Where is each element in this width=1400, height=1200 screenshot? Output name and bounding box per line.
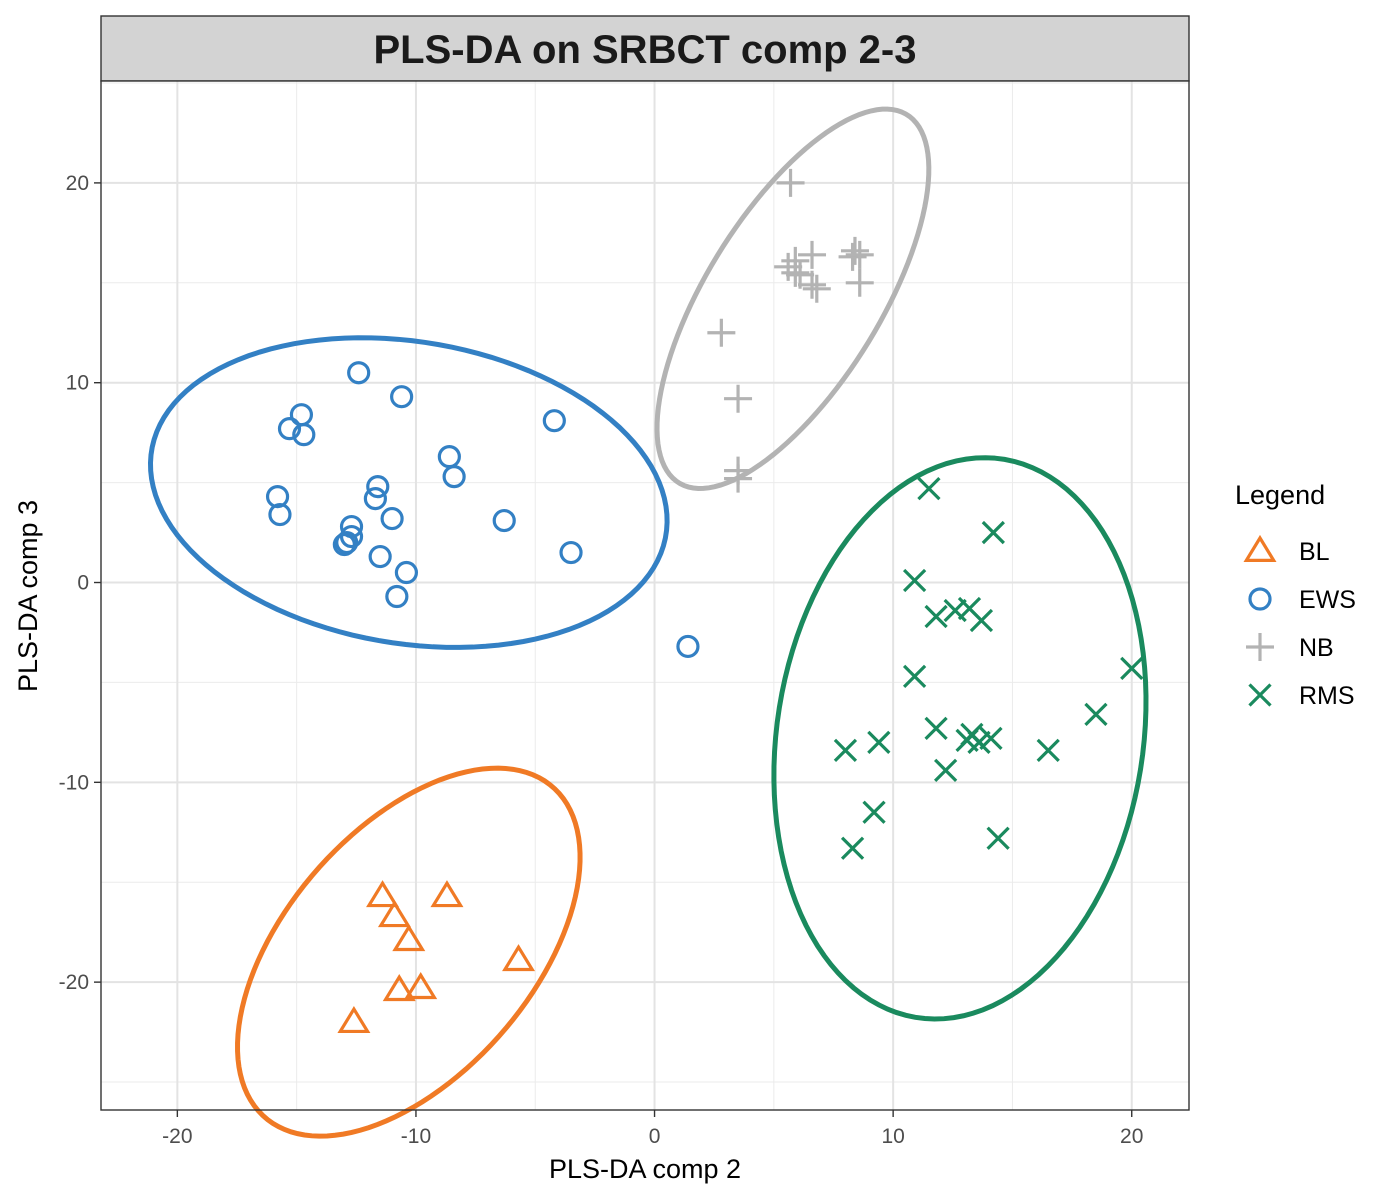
- point-bl: [404, 972, 438, 1000]
- legend: Legend BL EWS NB RMS: [1235, 480, 1356, 710]
- point-nb: [724, 384, 753, 413]
- point-nb: [776, 168, 805, 197]
- ellipse-nb: [654, 106, 932, 491]
- legend-label-rms: RMS: [1299, 682, 1355, 710]
- point-ews: [366, 475, 390, 499]
- point-nb: [845, 268, 874, 297]
- point-ews: [676, 634, 700, 659]
- legend-key-rms: [1248, 683, 1272, 707]
- point-ews: [380, 506, 404, 531]
- plot-panel: [101, 81, 1189, 1110]
- point-rms: [902, 568, 927, 593]
- point-ews: [385, 584, 409, 609]
- point-nb: [838, 242, 867, 271]
- legend-items: BL EWS NB RMS: [1243, 534, 1356, 710]
- point-rms: [1036, 738, 1060, 762]
- point-nb: [781, 258, 810, 287]
- point-rms: [981, 520, 1005, 545]
- point-bl: [337, 1006, 371, 1034]
- point-rms: [924, 716, 948, 741]
- point-rms: [833, 738, 858, 762]
- legend-label-bl: BL: [1299, 538, 1330, 566]
- y-tick-label: 10: [66, 372, 89, 395]
- point-ews: [442, 465, 466, 489]
- y-tick-label: -10: [59, 771, 89, 794]
- point-rms: [1120, 656, 1144, 681]
- chart-title: PLS-DA on SRBCT comp 2-3: [374, 28, 917, 72]
- point-nb: [845, 240, 874, 269]
- x-tick-label: 20: [1120, 1125, 1143, 1148]
- point-ews: [363, 486, 387, 511]
- point-ews: [332, 532, 356, 557]
- point-ews: [368, 544, 392, 569]
- point-bl: [382, 974, 416, 1002]
- point-rms: [862, 800, 886, 824]
- point-bl: [377, 900, 411, 928]
- x-tick-label: 10: [881, 1125, 904, 1148]
- legend-label-nb: NB: [1299, 634, 1334, 662]
- point-ews: [492, 508, 516, 533]
- point-bl: [392, 924, 426, 952]
- point-rms: [917, 476, 941, 501]
- point-ews: [394, 560, 419, 585]
- point-rms: [902, 664, 927, 689]
- point-rms: [986, 826, 1010, 850]
- legend-key-ews: [1248, 587, 1272, 611]
- ellipse-ews: [147, 335, 670, 650]
- point-ews: [277, 417, 302, 441]
- data-points: [265, 168, 1144, 1034]
- x-axis-title: PLS-DA comp 2: [549, 1154, 741, 1184]
- legend-key-nb: [1246, 633, 1274, 661]
- legend-label-ews: EWS: [1299, 586, 1356, 614]
- title-strip: [100, 15, 1190, 82]
- legend-key-bl: [1243, 534, 1277, 562]
- ellipse-bl: [235, 765, 583, 1139]
- point-ews: [542, 409, 566, 433]
- point-nb: [802, 274, 831, 303]
- point-nb: [798, 270, 827, 299]
- y-axis-ticks: -20 -10 0 10 20: [59, 172, 101, 994]
- point-ews: [268, 502, 292, 527]
- point-rms: [934, 758, 958, 782]
- point-nb: [798, 240, 827, 269]
- point-bl: [502, 944, 536, 972]
- point-rms: [969, 608, 994, 633]
- plot-border: [100, 80, 1190, 1111]
- point-bl: [366, 880, 400, 908]
- confidence-ellipses: [147, 106, 1149, 1139]
- point-ews: [292, 423, 316, 447]
- x-axis-ticks: -20 -10 0 10 20: [162, 1110, 1143, 1148]
- point-rms: [840, 836, 865, 860]
- x-tick-label: -20: [162, 1125, 192, 1148]
- point-bl: [430, 880, 464, 908]
- point-nb: [707, 318, 736, 347]
- ellipse-rms: [771, 455, 1149, 1022]
- legend-title: Legend: [1235, 480, 1325, 510]
- point-rms: [1084, 702, 1108, 727]
- point-nb: [724, 464, 753, 493]
- point-ews: [265, 484, 290, 509]
- y-tick-label: 0: [77, 572, 89, 595]
- point-ews: [390, 385, 414, 409]
- y-tick-label: 20: [66, 172, 89, 195]
- point-ews: [335, 530, 359, 555]
- minor-gridlines: [101, 81, 1189, 1110]
- y-axis-title: PLS-DA comp 3: [13, 500, 43, 692]
- x-tick-label: -10: [401, 1125, 431, 1148]
- point-ews: [559, 540, 583, 565]
- point-rms: [924, 604, 948, 629]
- y-tick-label: -20: [59, 971, 89, 994]
- x-tick-label: 0: [649, 1125, 661, 1148]
- point-rms: [967, 730, 991, 754]
- point-rms: [867, 730, 891, 754]
- point-nb: [840, 236, 869, 265]
- point-ews: [347, 361, 371, 385]
